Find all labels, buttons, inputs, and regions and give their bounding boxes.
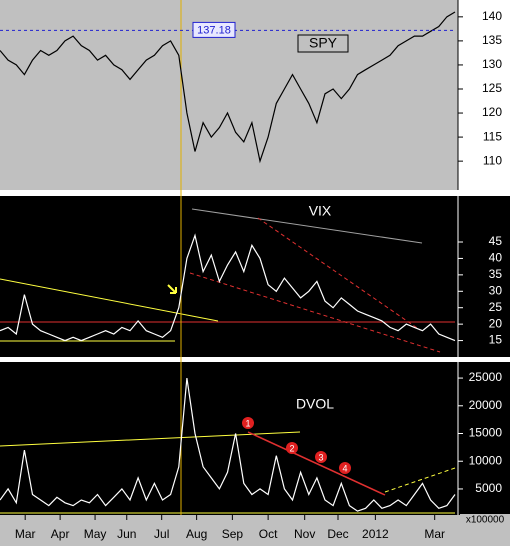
series-line	[0, 378, 456, 512]
y-tick-label: 120	[482, 105, 502, 119]
annotation-marker	[339, 462, 351, 474]
y-tick-label: 20000	[469, 398, 503, 412]
x-tick-label: Jun	[117, 527, 136, 541]
series-line	[0, 11, 456, 164]
y-tick-label: 45	[489, 234, 503, 248]
annotation-marker	[242, 417, 254, 429]
x-tick-label: Mar	[424, 527, 445, 541]
chart-title: SPY	[309, 35, 338, 51]
unit-label: x100000	[466, 515, 505, 526]
x-tick-label: Dec	[327, 527, 348, 541]
x-tick-label: May	[84, 527, 107, 541]
annotation-marker	[286, 442, 298, 454]
chart-title: DVOL	[296, 396, 334, 412]
y-tick-label: 40	[489, 251, 503, 265]
reference-label: 137.18	[197, 24, 231, 36]
annotation-label: 2	[289, 443, 294, 453]
x-tick-label: Nov	[294, 527, 315, 541]
annotation-label: 3	[318, 452, 323, 462]
reference-label-box	[192, 21, 236, 38]
y-tick-label: 10000	[469, 453, 503, 467]
x-tick-label: Jul	[154, 527, 169, 541]
x-axis-area	[0, 515, 510, 546]
x-tick-label: Mar	[15, 527, 36, 541]
unit-box	[460, 514, 510, 526]
y-tick-label: 125	[482, 81, 502, 95]
chart-title: VIX	[309, 203, 332, 219]
y-tick-label: 110	[483, 153, 502, 167]
x-tick-label: Oct	[259, 527, 278, 541]
vix-panel	[0, 196, 510, 357]
y-tick-label: 30	[489, 283, 503, 297]
x-tick-label: Sep	[222, 527, 244, 541]
y-tick-label: 15	[489, 333, 503, 347]
dvol-trendlines	[0, 431, 456, 514]
y-tick-label: 130	[482, 57, 502, 71]
y-tick-label: 140	[482, 9, 502, 23]
y-tick-label: 15000	[469, 426, 503, 440]
x-tick-label: Aug	[186, 527, 207, 541]
y-tick-label: 5000	[475, 481, 502, 495]
annotation-label: 4	[342, 463, 347, 473]
y-tick-label: 35	[489, 267, 503, 281]
y-tick-label: 135	[482, 33, 502, 47]
x-tick-label: Apr	[51, 527, 70, 541]
series-line	[0, 233, 456, 342]
title-box	[297, 34, 349, 53]
y-tick-label: 25	[489, 300, 503, 314]
annotation-label: 1	[245, 418, 250, 428]
vix-trendlines	[0, 208, 455, 353]
y-tick-label: 25000	[469, 370, 503, 384]
annotation-marker	[315, 451, 327, 463]
spy-axis-area	[458, 0, 510, 190]
x-tick-label: 2012	[362, 527, 389, 541]
y-tick-label: 115	[483, 129, 502, 143]
y-tick-label: 20	[489, 316, 503, 330]
